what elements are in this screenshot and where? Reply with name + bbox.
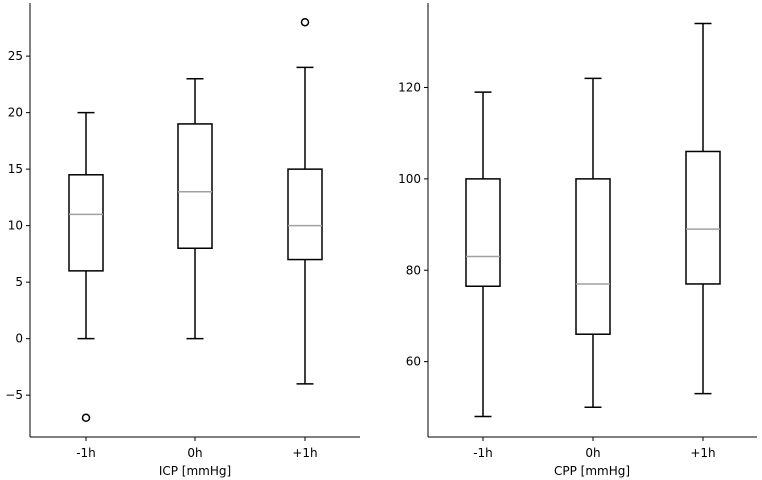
icp-box-0-outlier-0	[81, 413, 91, 423]
icp-y-tick-label: 15	[8, 162, 23, 176]
cpp-boxplot-panel: CPP [mmHg] 60 80 100 120 -1h 0h +1h	[398, 3, 757, 478]
icp-y-tick-label: −5	[5, 388, 23, 402]
cpp-x-tick-label: -1h	[473, 446, 493, 460]
icp-boxplot-panel: ICP [mmHg] −5 0 5 10 15 20 25 -1h 0h +1h	[5, 3, 360, 478]
icp-y-tick-label: 10	[8, 219, 23, 233]
icp-box-2-outlier-0	[300, 17, 310, 27]
icp-box-0-iqr-box	[68, 174, 104, 272]
cpp-x-axis-label: CPP [mmHg]	[554, 464, 630, 478]
cpp-box-1-iqr-box	[575, 178, 611, 335]
icp-y-tick-label: 5	[15, 275, 23, 289]
cpp-y-tick-label: 120	[398, 81, 421, 95]
cpp-box-2-iqr-box	[685, 150, 721, 285]
cpp-y-tick-label: 100	[398, 172, 421, 186]
icp-x-tick-label: 0h	[187, 446, 202, 460]
icp-x-axis-label: ICP [mmHg]	[159, 464, 231, 478]
icp-y-tick-label: 25	[8, 49, 23, 63]
icp-x-tick-label: -1h	[76, 446, 96, 460]
icp-y-tick-label: 20	[8, 106, 23, 120]
icp-x-tick-label: +1h	[292, 446, 317, 460]
cpp-x-tick-label: +1h	[690, 446, 715, 460]
cpp-x-tick-label: 0h	[585, 446, 600, 460]
icp-box-2-iqr-box	[287, 168, 323, 261]
cpp-y-tick-label: 80	[406, 263, 421, 277]
cpp-y-tick-label: 60	[406, 355, 421, 369]
cpp-box-0-iqr-box	[465, 178, 501, 287]
icp-box-1-iqr-box	[177, 123, 213, 250]
icp-y-tick-label: 0	[15, 332, 23, 346]
